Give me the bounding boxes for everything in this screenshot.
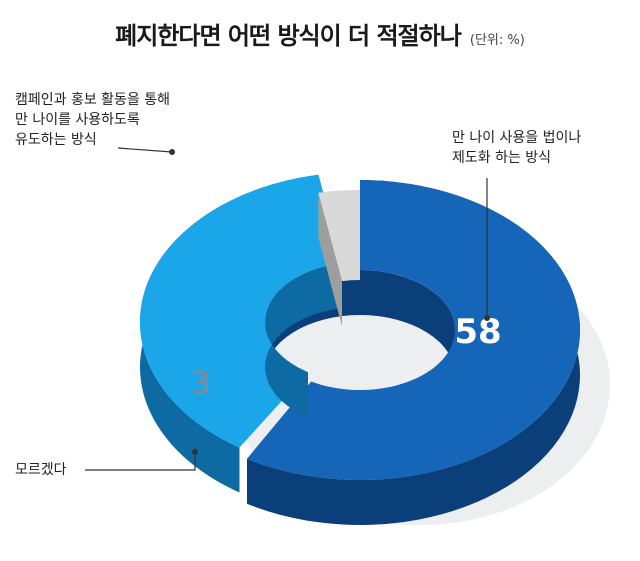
category-label-unknown: 모르겠다 xyxy=(15,462,67,478)
slice-unknown-top xyxy=(318,190,360,282)
value-label-campaign: 38 xyxy=(194,137,241,177)
category-label-law: 만 나이 사용을 법이나 제도화 하는 방식 xyxy=(452,130,582,166)
chart-unit: (단위: %) xyxy=(469,33,525,48)
value-label-law: 58 xyxy=(454,312,501,352)
slice-unknown-side xyxy=(318,192,342,327)
leader-line-campaign xyxy=(117,147,173,153)
leader-dot-campaign xyxy=(169,149,175,155)
slice-law-side xyxy=(247,180,581,525)
chart-title-block: 폐지한다면 어떤 방식이 더 적절하나 (단위: %) xyxy=(0,16,640,51)
slice-law-top xyxy=(247,180,581,481)
leader-line-unknown xyxy=(85,452,196,471)
category-label-campaign: 캠페인과 홍보 활동을 통해 만 나이를 사용하도록 유도하는 방식 xyxy=(15,92,171,148)
slice-campaign-inner xyxy=(265,263,342,418)
leader-dot-law xyxy=(484,315,490,321)
chart-title: 폐지한다면 어떤 방식이 더 적절하나 xyxy=(115,22,462,50)
value-label-unknown: 3 xyxy=(191,366,210,401)
leader-dot-unknown xyxy=(192,449,198,455)
